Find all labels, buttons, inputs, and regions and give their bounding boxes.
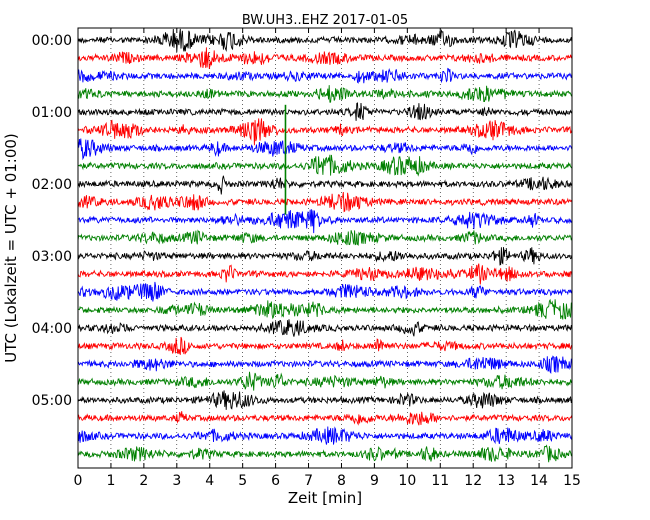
- seismic-trace: [77, 191, 573, 213]
- y-tick-label: 02:00: [32, 177, 72, 193]
- seismic-trace: [77, 319, 572, 337]
- x-axis-ticks: 0 1 2 3 4 5 6 7 8 9 10 11 12 13 14 15: [74, 28, 581, 489]
- seismic-trace: [77, 85, 573, 103]
- x-tick-label: 10: [398, 473, 416, 489]
- seismic-trace: [77, 411, 573, 426]
- seismic-trace: [77, 247, 573, 266]
- seismic-trace: [77, 336, 573, 355]
- trace-layer: [77, 28, 573, 463]
- seismic-trace: [77, 118, 573, 146]
- seismic-trace: [77, 281, 573, 302]
- x-tick-label: 11: [431, 473, 449, 489]
- y-tick-label: 00:00: [32, 33, 72, 49]
- x-tick-label: 7: [304, 473, 313, 489]
- x-tick-label: 12: [464, 473, 482, 489]
- seismic-trace: [77, 67, 573, 84]
- seismic-trace: [77, 390, 573, 410]
- seismic-trace: [77, 209, 573, 234]
- seismic-trace: [77, 47, 573, 69]
- seismic-trace: [77, 102, 573, 121]
- seismic-trace: [77, 426, 573, 445]
- x-tick-label: 15: [563, 473, 581, 489]
- x-axis-label: Zeit [min]: [288, 489, 362, 507]
- x-tick-label: 0: [74, 473, 83, 489]
- x-tick-label: 2: [139, 473, 148, 489]
- seismic-trace: [77, 154, 573, 177]
- y-axis-ticks: 00:00 01:00 02:00 03:00 04:00 05:00: [32, 33, 572, 409]
- x-tick-label: 5: [238, 473, 247, 489]
- x-tick-label: 3: [172, 473, 181, 489]
- seismic-trace: [77, 263, 573, 285]
- x-tick-label: 1: [106, 473, 115, 489]
- seismic-trace: [77, 138, 573, 161]
- seismic-trace: [77, 229, 573, 246]
- seismic-trace: [77, 28, 573, 53]
- y-tick-label: 01:00: [32, 105, 72, 121]
- seismic-trace: [77, 355, 573, 374]
- y-tick-label: 04:00: [32, 321, 72, 337]
- x-tick-label: 14: [530, 473, 548, 489]
- y-axis-label: UTC (Lokalzeit = UTC + 01:00): [2, 133, 20, 363]
- y-tick-label: 03:00: [32, 249, 72, 265]
- x-tick-label: 4: [205, 473, 214, 489]
- vertical-grid: [110, 28, 540, 468]
- x-tick-label: 13: [497, 473, 515, 489]
- seismic-trace: [77, 444, 573, 463]
- seismic-trace: [77, 175, 573, 195]
- seismic-trace: [77, 371, 573, 391]
- plot-frame: [77, 27, 573, 469]
- seismic-trace: [77, 298, 573, 320]
- x-tick-label: 6: [271, 473, 280, 489]
- y-tick-label: 05:00: [32, 393, 72, 409]
- x-tick-label: 9: [370, 473, 379, 489]
- chart-title: BW.UH3..EHZ 2017-01-05: [242, 13, 408, 28]
- x-tick-label: 8: [337, 473, 346, 489]
